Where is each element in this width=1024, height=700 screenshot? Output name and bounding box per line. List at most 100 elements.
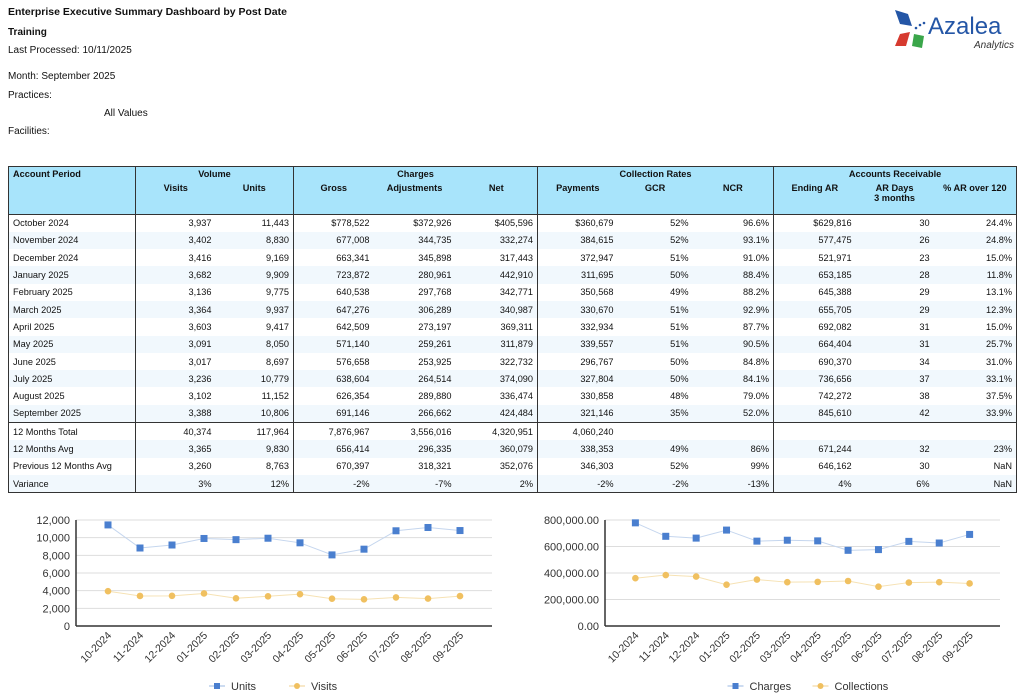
cell: -13% <box>692 474 775 494</box>
cell: 296,335 <box>373 440 456 458</box>
cell: 638,604 <box>293 370 374 388</box>
cell: 9,417 <box>215 318 295 336</box>
data-point-charges <box>783 536 791 544</box>
data-point-units <box>264 534 272 542</box>
cell: 321,146 <box>537 404 618 423</box>
cell: -7% <box>373 474 456 494</box>
x-tick-label: 06-2025 <box>849 630 885 666</box>
cell: 4,320,951 <box>455 422 539 441</box>
cell: 3,402 <box>135 231 216 250</box>
y-tick-label: 10,000 <box>36 533 70 545</box>
last-processed: Last Processed: 10/11/2025 <box>8 45 132 56</box>
row-label: October 2024 <box>8 214 136 232</box>
data-point-collections <box>753 576 761 583</box>
row-label: December 2024 <box>8 249 136 267</box>
x-tick-label: 11-2024 <box>637 630 672 665</box>
cell: 253,925 <box>418 356 452 367</box>
table-row: September 2025 3,388 10,806 691,146 266,662 4… <box>8 404 1018 423</box>
x-tick-label: 04-2025 <box>270 630 306 666</box>
data-point-collections <box>784 578 791 586</box>
data-point-units <box>104 521 112 529</box>
data-point-units <box>136 544 144 552</box>
data-point-units <box>424 523 432 531</box>
cell: 521,971 <box>818 252 852 263</box>
row-label: November 2024 <box>8 231 136 250</box>
data-point-collections <box>966 580 973 587</box>
y-tick-label: 4,000 <box>42 586 70 598</box>
col-net: Net <box>455 181 539 215</box>
cell: 40,374 <box>135 422 216 441</box>
cell: 3,017 <box>188 356 212 367</box>
series-line-visits <box>107 590 461 600</box>
cell: 723,872 <box>293 266 374 284</box>
cell <box>773 422 856 441</box>
cell: 93.1% <box>692 231 775 250</box>
cell: 49% <box>670 287 689 298</box>
x-tick-label: 11-2024 <box>111 630 146 665</box>
cell: 9,169 <box>215 249 295 267</box>
y-tick-label: 200,000.00 <box>544 595 599 607</box>
x-tick-label: 04-2025 <box>788 630 824 666</box>
cell: 90.5% <box>692 335 775 353</box>
cell: 340,987 <box>455 300 539 319</box>
row-label: Variance <box>8 474 136 494</box>
cell: 42 <box>855 404 934 423</box>
cell: 84.1% <box>692 370 775 388</box>
data-point-visits <box>136 592 144 600</box>
report-title: Enterprise Executive Summary Dashboard b… <box>8 6 287 18</box>
charges-collections-chart: 0.00 200,000.00 400,000.00 600,000.00 800,00… <box>544 515 1000 693</box>
cell: 342,771 <box>455 283 539 301</box>
cell: 11,152 <box>215 387 295 405</box>
cell: 670,397 <box>336 461 370 472</box>
cell: 327,804 <box>537 370 618 388</box>
data-point-charges <box>966 530 974 538</box>
x-tick-label: 12-2024 <box>667 630 703 666</box>
cell: 96.6% <box>692 214 775 232</box>
legend-label-charges: Charges <box>750 681 792 693</box>
cell: 29 <box>919 287 930 298</box>
row-label: September 2025 <box>8 404 136 423</box>
data-point-charges <box>692 534 700 542</box>
y-tick-label: 400,000.00 <box>544 568 599 580</box>
cell: 52% <box>617 231 693 250</box>
cell: 663,341 <box>336 252 370 263</box>
y-tick-label: 800,000.00 <box>544 515 599 527</box>
y-tick-label: 6,000 <box>42 568 70 580</box>
cell: 3,091 <box>135 335 216 353</box>
cell: 655,705 <box>773 300 856 319</box>
legend-marker <box>294 683 300 689</box>
cell: 91.0% <box>692 249 775 267</box>
col-payments: Payments <box>537 181 618 215</box>
cell: 311,695 <box>537 266 618 284</box>
cell: 37.5% <box>933 387 1018 405</box>
cell: 345,898 <box>418 252 452 263</box>
cell: 50% <box>617 370 693 388</box>
summary-row: Variance 3% 12% -2% -7% 2% -2% -2% -13% 4% 6% NaN <box>8 474 1018 494</box>
cell: 23% <box>933 440 1018 458</box>
cell: 346,303 <box>580 461 614 472</box>
cell: 647,276 <box>293 300 374 319</box>
cell: 29 <box>855 300 934 319</box>
cell: 296,767 <box>580 356 614 367</box>
data-point-visits <box>360 596 368 603</box>
cell: 33.1% <box>933 370 1018 388</box>
cell: 31 <box>855 335 934 353</box>
cell: 8,697 <box>215 352 295 371</box>
cell: -2% <box>293 474 374 494</box>
cell: $405,596 <box>455 214 539 232</box>
x-tick-label: 01-2025 <box>174 630 210 666</box>
cell: 306,289 <box>373 300 456 319</box>
cell: 10,806 <box>215 404 295 423</box>
table-row: March 2025 3,364 9,937 647,276 306,289 340,98… <box>8 300 1018 319</box>
data-point-charges <box>874 546 882 554</box>
header-charges: Charges <box>293 166 539 181</box>
cell: 442,910 <box>455 266 539 284</box>
cell: 79.0% <box>692 387 775 405</box>
x-tick-label: 09-2025 <box>940 630 976 666</box>
cell: 691,146 <box>293 404 374 423</box>
data-point-visits <box>104 587 112 595</box>
cell: 30 <box>919 218 930 229</box>
cell: 12.3% <box>933 300 1018 319</box>
col-ncr: NCR <box>692 181 775 215</box>
cell: 2% <box>455 474 539 494</box>
